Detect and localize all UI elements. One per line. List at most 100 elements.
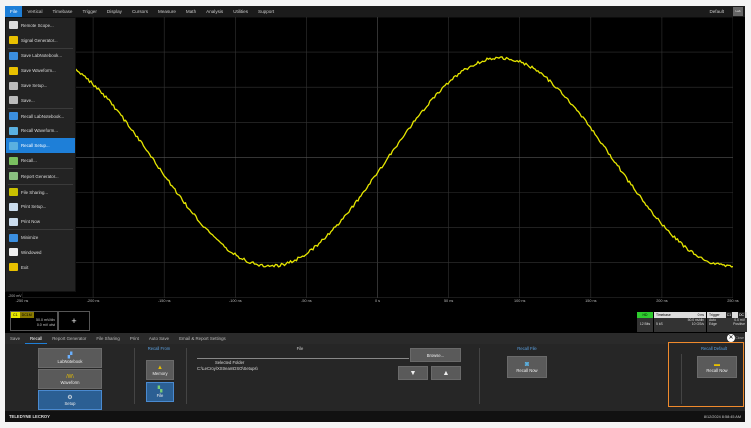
x-axis: -250 ns -200 ns -150 ns -100 ns -50 ns 0 s 50 … xyxy=(5,299,745,307)
timebase-box[interactable]: Timebase 0 ns 50.0 ns/div 5 kS 10 GS/s xyxy=(654,312,706,332)
timebase-samples: 5 kS xyxy=(656,322,663,326)
menu-bar: File Vertical Timebase Trigger Display C… xyxy=(5,6,745,17)
type-labnotebook-button[interactable]: ▞ LabNotebook xyxy=(38,348,102,368)
menu-item-label: Save LabNotebook... xyxy=(21,53,62,58)
close-label[interactable]: Close xyxy=(735,336,744,340)
x-tick-label: 200 ns xyxy=(656,299,667,303)
brand-logo: TELEDYNE LECROY xyxy=(9,414,50,419)
menu-measure[interactable]: Measure xyxy=(153,6,181,17)
menu-item-icon xyxy=(9,142,18,150)
menu-item-icon xyxy=(9,127,18,135)
file-menu-item[interactable]: Signal Generator... xyxy=(6,33,75,48)
x-tick-label: -50 ns xyxy=(301,299,312,303)
menu-item-icon xyxy=(9,36,18,44)
lab-button[interactable]: Lab xyxy=(733,7,743,16)
file-menu-item[interactable]: Recall Setup... xyxy=(6,138,75,153)
x-tick-label: 50 ns xyxy=(444,299,453,303)
menu-utilities[interactable]: Utilities xyxy=(228,6,253,17)
menu-item-label: Exit xyxy=(21,265,28,270)
file-menu-item[interactable]: Exit xyxy=(6,260,75,275)
recall-from-memory-button[interactable]: ▲ Memory xyxy=(146,360,174,380)
file-menu-item[interactable]: Windowed xyxy=(6,245,75,260)
highlight-box xyxy=(668,342,744,407)
menu-item-label: Save... xyxy=(21,98,35,103)
default-setup-button[interactable]: Default xyxy=(704,6,729,17)
file-menu-item[interactable]: Recall... xyxy=(6,153,75,168)
tab-email-report-settings[interactable]: Email & Report Settings xyxy=(174,333,231,344)
tab-save[interactable]: Save xyxy=(5,333,25,344)
menu-item-icon xyxy=(9,157,18,165)
menu-cursors[interactable]: Cursors xyxy=(127,6,153,17)
y-label: -200 mV xyxy=(8,294,22,298)
trigger-slope: Positive xyxy=(733,322,745,326)
menu-support[interactable]: Support xyxy=(253,6,279,17)
menu-item-label: Report Generator... xyxy=(21,174,59,179)
add-trace-button[interactable]: + xyxy=(58,311,90,331)
menu-item-label: Minimize xyxy=(21,235,38,240)
menu-item-label: Save Waveform... xyxy=(21,68,56,73)
graticule xyxy=(22,17,733,298)
file-menu-item[interactable]: Print Now xyxy=(6,214,75,229)
menu-file[interactable]: File xyxy=(5,6,22,17)
recall-file-icon: ◙ xyxy=(525,361,529,368)
file-menu-item[interactable]: Save Setup... xyxy=(6,78,75,93)
labnotebook-icon: ▞ xyxy=(68,352,73,359)
x-tick-label: -250 ns xyxy=(16,299,29,303)
tab-file-sharing[interactable]: File Sharing xyxy=(91,333,124,344)
tab-auto-save[interactable]: Auto Save xyxy=(144,333,174,344)
acq-box[interactable]: HD 12 Bits xyxy=(637,312,653,332)
timebase-rate: 10 GS/s xyxy=(692,322,704,326)
file-menu-item[interactable]: File Sharing... xyxy=(6,185,75,200)
recall-from-file-button[interactable]: ▚ File xyxy=(146,382,174,402)
btn-label: Waveform xyxy=(61,380,80,385)
menu-vertical[interactable]: Vertical xyxy=(22,6,47,17)
file-menu-item[interactable]: Save... xyxy=(6,93,75,108)
file-menu-item[interactable]: Minimize xyxy=(6,230,75,245)
close-icon[interactable]: ✕ xyxy=(727,334,735,342)
tab-recall[interactable]: Recall xyxy=(25,333,47,344)
menu-item-label: File Sharing... xyxy=(21,190,48,195)
triangle-down-icon: ▼ xyxy=(410,370,417,377)
scroll-down-button[interactable]: ▼ xyxy=(398,366,428,380)
trigger-box[interactable]: Trigger C1 DC Auto 0.0 mV Edge Positive xyxy=(707,312,747,332)
selected-folder-path: C:\LeCroy\XStreamDSO\Setups\ xyxy=(197,366,258,371)
menu-item-icon xyxy=(9,67,18,75)
recall-file-now-button[interactable]: ◙ Recall Now xyxy=(507,356,547,378)
file-menu-item[interactable]: Save Waveform... xyxy=(6,63,75,78)
triangle-up-icon: ▲ xyxy=(443,370,450,377)
channel-1-descriptor[interactable]: C1 DC1M 50.0 mV/div 0.0 mV ofst xyxy=(10,311,58,331)
channel-name: C1 xyxy=(11,312,20,318)
browse-button[interactable]: Browse... xyxy=(410,348,461,362)
file-path-field[interactable] xyxy=(197,358,409,359)
status-boxes: HD 12 Bits Timebase 0 ns 50.0 ns/div 5 kS… xyxy=(637,312,747,332)
menu-item-label: Windowed xyxy=(21,250,42,255)
menu-item-label: Recall... xyxy=(21,158,37,163)
footer: TELEDYNE LECROY 8/12/2024 8:58:45 AM xyxy=(5,411,745,422)
dialog-tabs: Save Recall Report Generator File Sharin… xyxy=(5,333,745,344)
x-tick-label: -150 ns xyxy=(158,299,171,303)
menu-item-icon xyxy=(9,112,18,120)
type-setup-button[interactable]: ⚙ Setup xyxy=(38,390,102,410)
file-menu-item[interactable]: Report Generator... xyxy=(6,169,75,184)
file-menu-item[interactable]: Remote Scope... xyxy=(6,18,75,33)
x-tick-label: 100 ns xyxy=(514,299,525,303)
file-menu-item[interactable]: Save LabNotebook... xyxy=(6,49,75,64)
file-menu-item[interactable]: Recall Waveform... xyxy=(6,124,75,139)
scroll-up-button[interactable]: ▲ xyxy=(431,366,461,380)
type-waveform-button[interactable]: /W\ Waveform xyxy=(38,369,102,389)
menu-display[interactable]: Display xyxy=(102,6,127,17)
file-menu-item[interactable]: Print Setup... xyxy=(6,200,75,215)
btn-label: LabNotebook xyxy=(58,359,83,364)
btn-label: File xyxy=(157,393,164,398)
menu-trigger[interactable]: Trigger xyxy=(77,6,101,17)
menu-analysis[interactable]: Analysis xyxy=(201,6,228,17)
x-tick-label: 250 ns xyxy=(727,299,738,303)
menu-timebase[interactable]: Timebase xyxy=(47,6,77,17)
tab-print[interactable]: Print xyxy=(125,333,144,344)
divider xyxy=(186,348,187,404)
recall-from-title: Recall From xyxy=(139,346,179,351)
tab-report-generator[interactable]: Report Generator xyxy=(47,333,91,344)
trigger-type: Edge xyxy=(709,322,717,326)
file-menu-item[interactable]: Recall LabNotebook... xyxy=(6,109,75,124)
menu-math[interactable]: Math xyxy=(181,6,201,17)
